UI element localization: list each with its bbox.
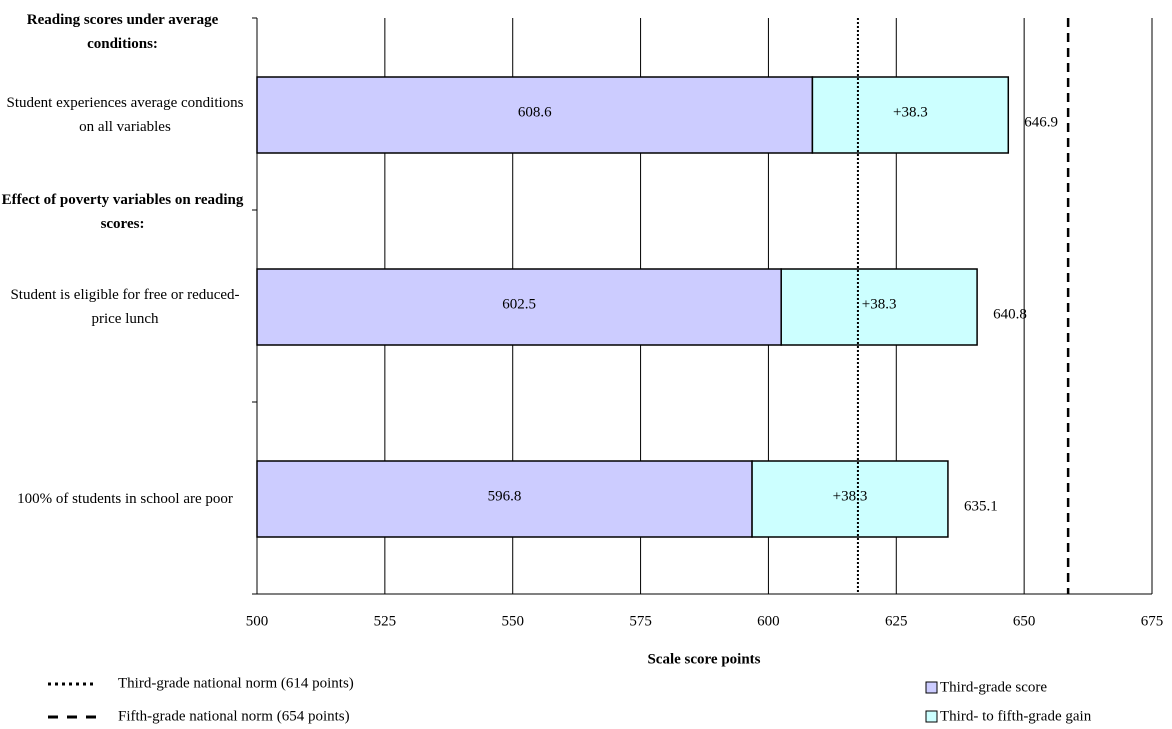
category-label-box: Student is eligible for free or reduced-… — [10, 287, 240, 327]
bar-segment — [751, 460, 949, 538]
section-heading: Effect of poverty variables on reading s… — [1, 192, 244, 232]
legend-swatch — [925, 710, 938, 723]
category-label-box: 100% of students in school are poor — [17, 491, 233, 507]
bar-segment — [811, 76, 1010, 154]
x-tick-label: 500 — [246, 613, 269, 629]
legend-label: Third-grade national norm (614 points) — [118, 675, 354, 691]
section-heading: Reading scores under average conditions: — [26, 12, 219, 52]
legend-label: Third- to fifth-grade gain — [940, 708, 1092, 724]
legend-swatch — [925, 681, 938, 694]
bar-segment — [256, 268, 782, 346]
category-label: 100% of students in school are poor — [17, 491, 233, 507]
value-label: 596.8 — [488, 488, 522, 504]
category-label: Student is eligible for free or reduced-… — [10, 287, 240, 327]
bar-segment — [780, 268, 978, 346]
bar-segment — [256, 460, 753, 538]
total-label: 635.1 — [964, 498, 998, 514]
x-axis-title: Scale score points — [647, 651, 760, 667]
x-tick-label: 575 — [629, 613, 652, 629]
legend-label: Third-grade score — [940, 679, 1047, 695]
x-tick-label: 600 — [757, 613, 780, 629]
total-label: 646.9 — [1024, 114, 1058, 130]
value-label: +38.3 — [893, 104, 928, 120]
value-label: +38.3 — [833, 488, 868, 504]
x-tick-label: 650 — [1013, 613, 1036, 629]
section-heading-box: Reading scores under average conditions: — [26, 12, 219, 52]
x-tick-label: 525 — [374, 613, 397, 629]
legend-label: Fifth-grade national norm (654 points) — [118, 708, 350, 724]
section-heading-box: Effect of poverty variables on reading s… — [1, 192, 244, 232]
value-label: 602.5 — [502, 296, 536, 312]
x-tick-label: 550 — [501, 613, 524, 629]
bar-segment — [256, 76, 814, 154]
category-label: Student experiences average conditions o… — [6, 95, 244, 135]
total-label: 640.8 — [993, 306, 1027, 322]
x-tick-label: 675 — [1141, 613, 1164, 629]
value-label: 608.6 — [518, 104, 552, 120]
x-tick-label: 625 — [885, 613, 908, 629]
value-label: +38.3 — [862, 296, 897, 312]
category-label-box: Student experiences average conditions o… — [6, 95, 244, 135]
